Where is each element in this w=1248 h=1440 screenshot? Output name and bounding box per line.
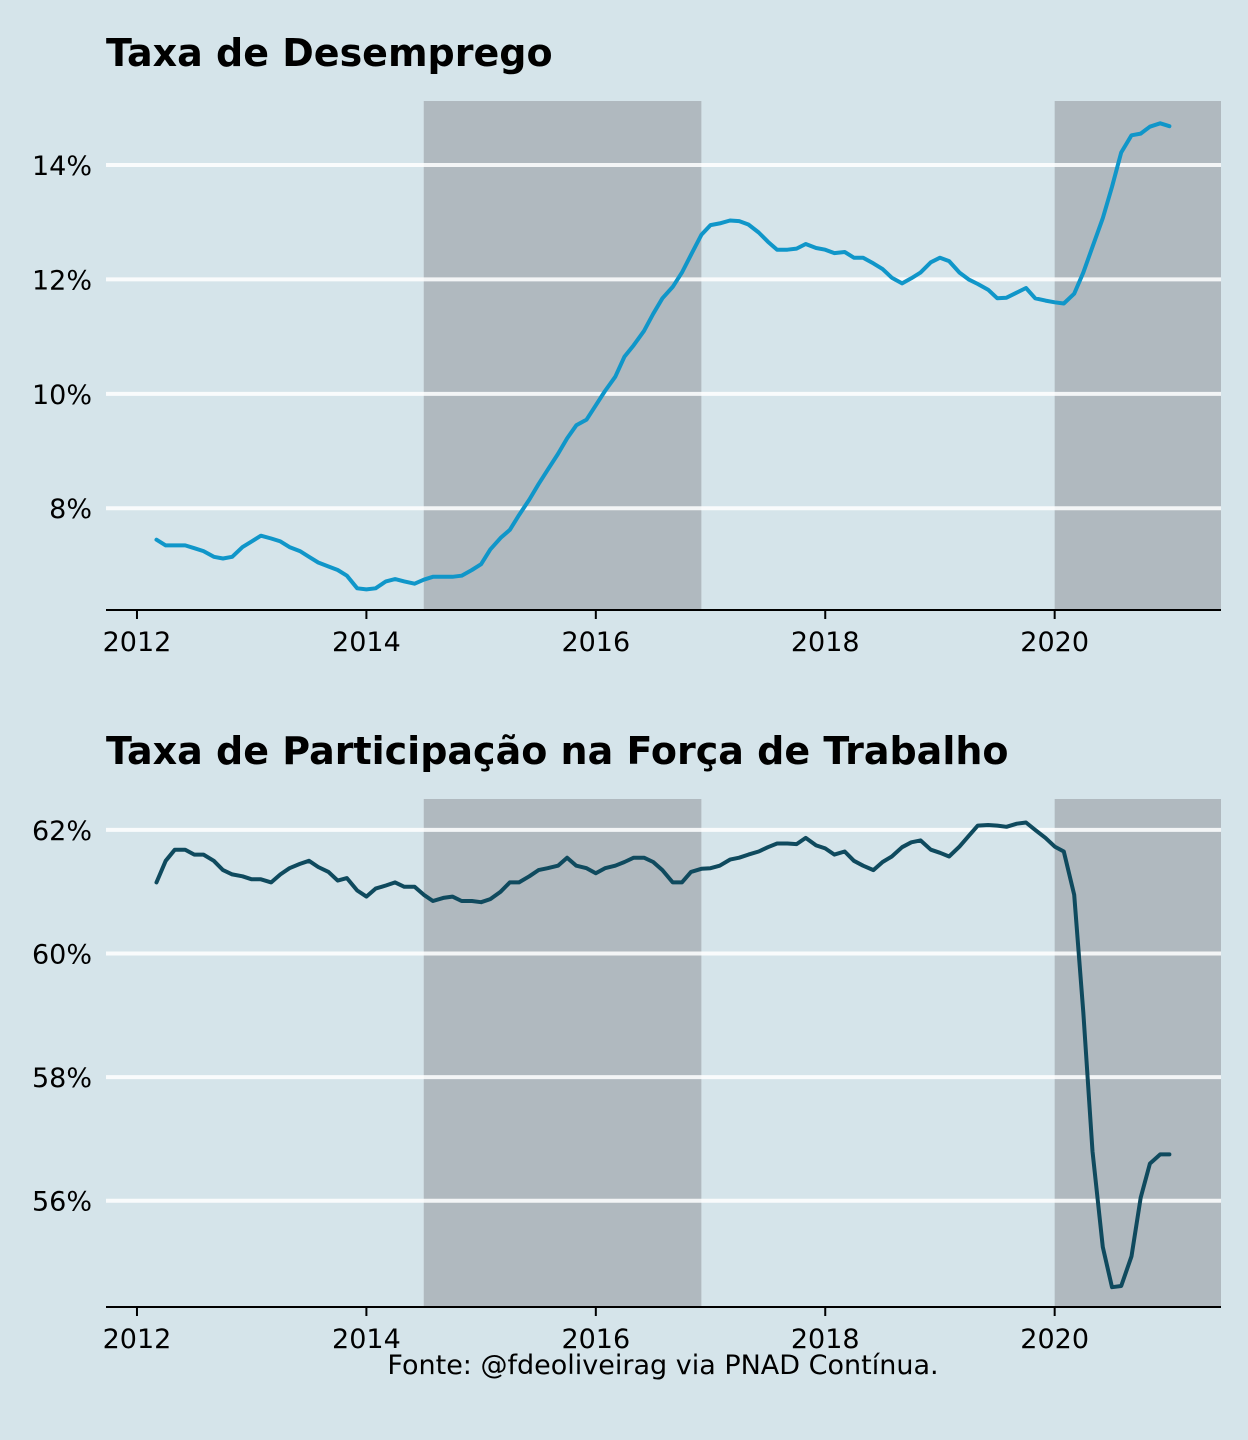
y-tick-label: 62%: [32, 816, 92, 847]
x-tick-label: 2020: [1020, 1324, 1089, 1355]
series-line-1: [154, 820, 1172, 1290]
series-line-1: [154, 121, 1172, 592]
y-tick-label: 10%: [32, 380, 92, 411]
x-tick-label: 2012: [103, 627, 172, 658]
x-tick-label: 2018: [791, 1324, 860, 1355]
y-tick-label: 56%: [32, 1187, 92, 1218]
x-tick-label: 2018: [791, 627, 860, 658]
recession-shade-2: [1054, 101, 1221, 610]
x-tick-label: 2014: [332, 627, 401, 658]
x-tick-label: 2016: [561, 1324, 630, 1355]
y-tick-label: 14%: [32, 151, 92, 182]
recession-shade-1: [423, 799, 702, 1307]
y-tick-label: 8%: [49, 494, 92, 525]
participation-panel: Taxa de Participação na Força de Trabalh…: [32, 729, 1221, 1355]
x-tick-label: 2014: [332, 1324, 401, 1355]
unemployment-plot-area: 8% 10% 12% 14% 2012 2014 2016 2018 2020: [32, 101, 1221, 658]
participation-chart-title: Taxa de Participação na Força de Trabalh…: [106, 729, 1009, 773]
y-tick-label: 12%: [32, 265, 92, 296]
x-tick-label: 2020: [1020, 627, 1089, 658]
x-tick-label: 2016: [561, 627, 630, 658]
y-tick-label: 58%: [32, 1063, 92, 1094]
source-note: Fonte: @fdeoliveirag via PNAD Contínua.: [387, 1350, 938, 1381]
unemployment-panel: Taxa de Desemprego 8% 10% 12% 14% 2012 2014 20…: [32, 31, 1221, 658]
recession-shade-2: [1054, 799, 1221, 1307]
unemployment-chart-title: Taxa de Desemprego: [106, 31, 553, 75]
recession-shade-1: [423, 101, 702, 610]
x-tick-label: 2012: [103, 1324, 172, 1355]
y-tick-label: 60%: [32, 940, 92, 971]
participation-plot-area: 56% 58% 60% 62% 2012 2014 2016 2018 2020: [32, 799, 1221, 1355]
